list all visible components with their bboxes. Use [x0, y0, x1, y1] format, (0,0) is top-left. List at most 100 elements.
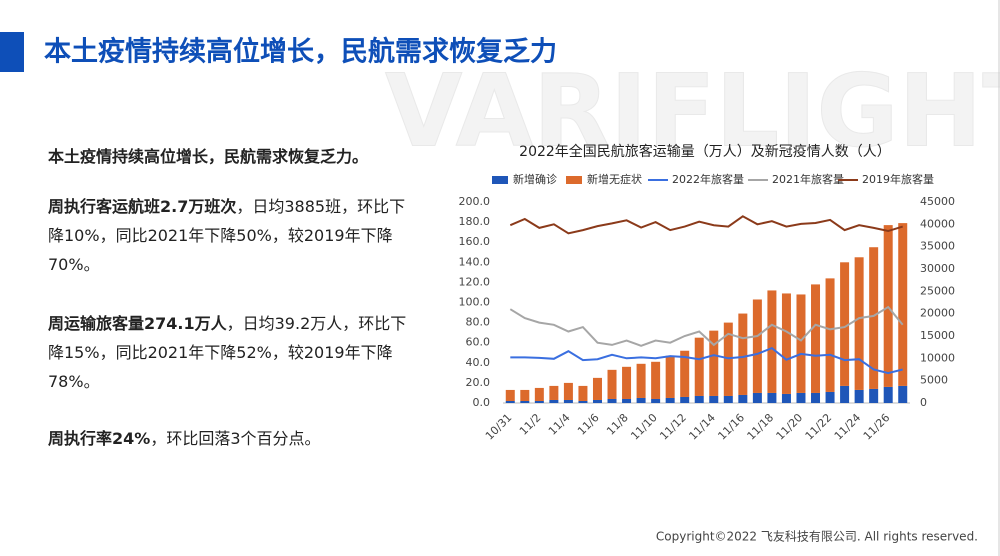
line — [510, 346, 903, 375]
x-tick-label: 11/22 — [803, 411, 835, 443]
bar — [796, 392, 806, 403]
bar — [665, 397, 675, 403]
bar — [738, 394, 748, 403]
y2-tick-label: 35000 — [920, 240, 955, 253]
bar — [898, 385, 908, 403]
bar — [607, 398, 617, 403]
bar — [549, 399, 559, 403]
bar — [781, 293, 791, 394]
bar — [665, 355, 675, 398]
bar — [563, 382, 573, 400]
y-tick-label: 40.0 — [466, 356, 491, 369]
x-tick-label: 11/20 — [774, 411, 806, 443]
legend-label: 2022年旅客量 — [672, 172, 744, 186]
bar — [840, 385, 850, 403]
line — [509, 305, 904, 347]
y2-tick-label: 5000 — [920, 374, 948, 387]
bar — [825, 278, 835, 392]
bar — [549, 385, 559, 400]
y2-tick-label: 40000 — [920, 217, 955, 230]
y-tick-label: 180.0 — [459, 215, 491, 228]
text: ，环比回落3个百分点。 — [150, 429, 321, 448]
bar — [738, 313, 748, 395]
y2-tick-label: 15000 — [920, 329, 955, 342]
paragraph: 周执行客运航班2.7万班次，日均3885班，环比下降10%，同比2021年下降5… — [48, 192, 420, 279]
y-tick-label: 200.0 — [459, 195, 491, 208]
x-tick-label: 10/31 — [483, 411, 515, 443]
bar — [636, 363, 646, 398]
bar — [607, 369, 617, 399]
bar — [781, 393, 791, 403]
bar — [636, 397, 646, 403]
x-tick-label: 11/12 — [657, 411, 689, 443]
bar — [840, 262, 850, 386]
y-tick-label: 160.0 — [459, 235, 491, 248]
y-tick-label: 140.0 — [459, 255, 491, 268]
x-tick-label: 11/6 — [575, 411, 602, 438]
bar — [651, 361, 661, 399]
text: ，日均39.2万人，环比下降15%，同比2021年下降52%，较2019年下降7… — [48, 314, 407, 391]
bar — [825, 391, 835, 403]
bar — [534, 387, 544, 401]
legend-label: 2019年旅客量 — [862, 172, 934, 186]
bar — [651, 398, 661, 403]
watermark: VARIFLIGHT — [385, 52, 1000, 169]
bar — [578, 400, 588, 403]
x-tick-label: 11/24 — [832, 411, 864, 443]
x-tick-label: 11/8 — [604, 411, 631, 438]
bar — [592, 399, 602, 403]
bar — [505, 400, 515, 403]
x-tick-label: 11/18 — [745, 411, 777, 443]
bar — [534, 400, 544, 403]
x-tick-label: 11/2 — [517, 411, 544, 438]
bar — [520, 400, 530, 403]
slide-title: 本土疫情持续高位增长，民航需求恢复乏力 — [44, 36, 557, 68]
x-tick-label: 11/10 — [628, 411, 660, 443]
paragraph: 周运输旅客量274.1万人，日均39.2万人，环比下降15%，同比2021年下降… — [48, 309, 420, 396]
y-tick-label: 20.0 — [466, 376, 491, 389]
legend-swatch — [492, 176, 508, 184]
footer: Copyright©2022 飞友科技有限公司. All rights rese… — [656, 530, 978, 544]
highlight: 周执行率24% — [48, 429, 151, 448]
bar — [869, 388, 879, 403]
bar — [680, 396, 690, 403]
bar — [563, 399, 573, 403]
bar — [578, 385, 588, 401]
legend-label: 新增无症状 — [587, 172, 642, 186]
bar — [854, 257, 864, 390]
text: ，日均3885班，环比下降10%，同比2021年下降50%，较2019年下降70… — [48, 197, 406, 274]
line — [509, 215, 903, 235]
bar — [854, 389, 864, 403]
bar — [592, 377, 602, 400]
y2-tick-label: 30000 — [920, 262, 955, 275]
bar — [811, 392, 821, 403]
heading: 本土疫情持续高位增长，民航需求恢复乏力。 — [48, 147, 369, 166]
x-tick-label: 11/26 — [861, 411, 893, 443]
bar — [767, 290, 777, 393]
y2-tick-label: 25000 — [920, 284, 955, 297]
x-tick-label: 11/4 — [546, 411, 573, 438]
bar — [869, 247, 879, 389]
bar — [505, 389, 515, 401]
bar — [811, 284, 821, 393]
bar — [520, 389, 530, 401]
y2-tick-label: 45000 — [920, 195, 955, 208]
bar — [622, 398, 632, 403]
y-tick-label: 120.0 — [459, 275, 491, 288]
paragraph: 周执行率24%，环比回落3个百分点。 — [48, 424, 420, 453]
title-accent — [0, 32, 24, 72]
x-tick-label: 11/16 — [715, 411, 747, 443]
bar — [767, 392, 777, 403]
bar — [752, 299, 762, 393]
y-tick-label: 0.0 — [473, 396, 491, 409]
y-tick-label: 60.0 — [466, 336, 491, 349]
bar — [694, 337, 704, 396]
bar — [898, 223, 908, 386]
bar — [622, 366, 632, 399]
y2-tick-label: 0 — [920, 396, 927, 409]
bar — [796, 294, 806, 393]
bar — [709, 395, 719, 403]
